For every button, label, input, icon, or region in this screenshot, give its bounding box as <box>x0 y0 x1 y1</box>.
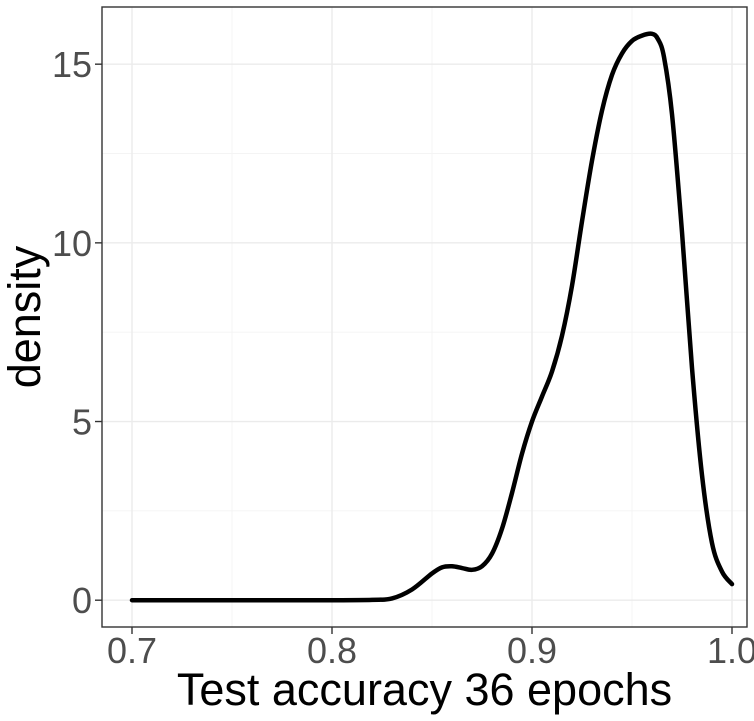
minor-gridlines <box>102 7 747 627</box>
panel-border <box>101 6 748 628</box>
x-axis-tick-labels: 0.7 0.8 0.9 1.0 <box>107 630 754 671</box>
y-tick-label-1: 5 <box>72 402 92 443</box>
x-tick-label-0: 0.7 <box>107 630 157 671</box>
x-tick-label-1: 0.8 <box>307 630 357 671</box>
y-tick-label-2: 10 <box>52 223 92 264</box>
axis-ticks <box>95 63 733 634</box>
x-axis-title: Test accuracy 36 epochs <box>177 664 672 715</box>
major-gridlines <box>102 7 747 627</box>
y-axis-title: density <box>0 245 50 388</box>
x-tick-label-2: 0.9 <box>507 630 557 671</box>
y-axis-tick-labels: 0 5 10 15 <box>52 44 92 621</box>
x-tick-label-3: 1.0 <box>707 630 754 671</box>
density-series-line-0 <box>129 31 735 603</box>
y-tick-label-0: 0 <box>72 580 92 621</box>
y-tick-label-3: 15 <box>52 44 92 85</box>
series-layer <box>129 31 735 603</box>
